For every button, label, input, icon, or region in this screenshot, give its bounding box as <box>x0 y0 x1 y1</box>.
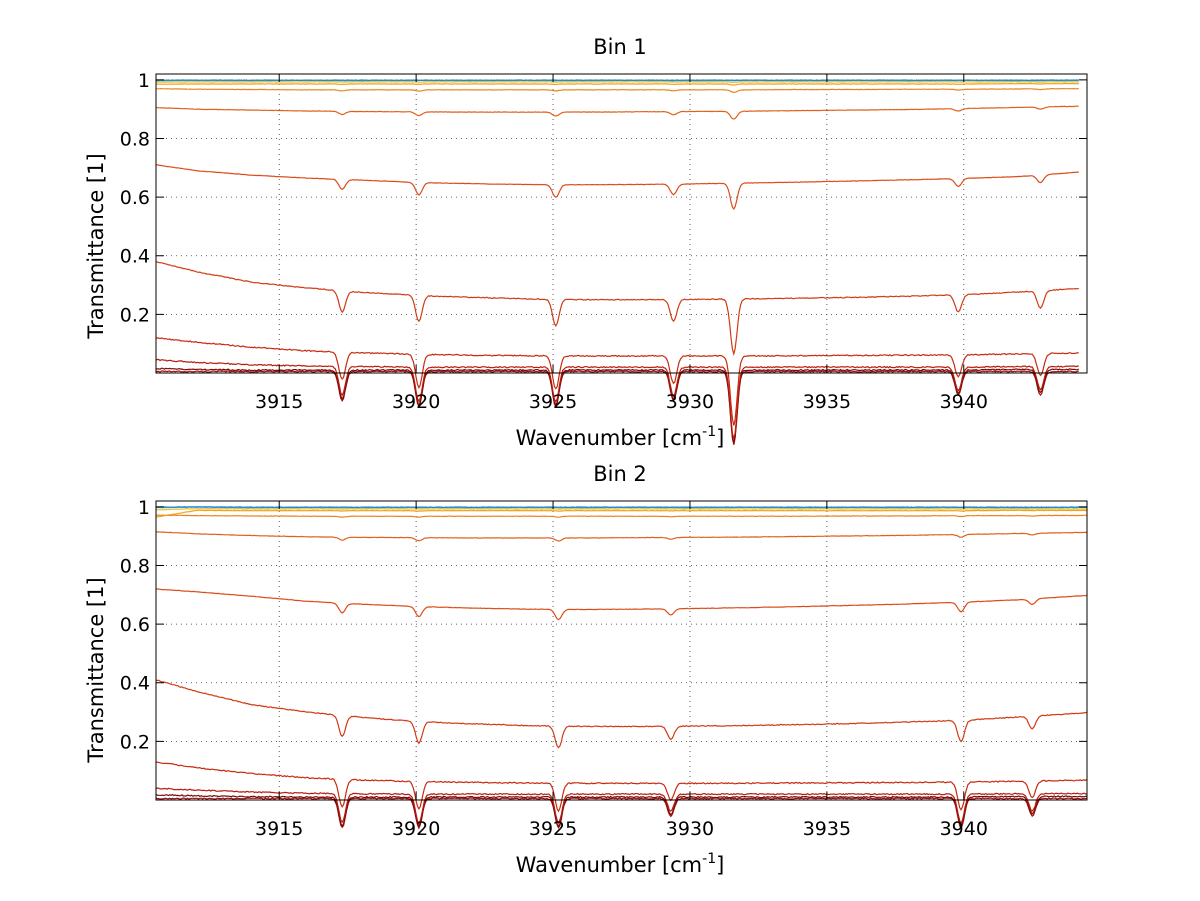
series-line <box>155 514 1087 518</box>
x-tick-label: 3940 <box>940 391 988 413</box>
x-axis-label-text: Wavenumber [cm <box>516 426 702 450</box>
axes-frame <box>155 73 1088 374</box>
y-tick-label: 0.4 <box>120 246 150 268</box>
y-axis-label: Transmittance [1] <box>84 153 108 339</box>
series-line <box>155 370 1079 445</box>
x-tick-group: 3915 3920 3925 3930 3935 3940 <box>255 501 988 840</box>
y-tick-label: 0.6 <box>120 614 150 636</box>
y-tick-label: 0.2 <box>120 304 150 326</box>
series-line <box>156 507 1088 511</box>
x-axis-label-suffix: ] <box>716 853 724 877</box>
x-tick-label: 3940 <box>940 818 988 840</box>
x-axis-label-superscript: -1 <box>702 424 716 440</box>
x-tick-label: 3925 <box>529 391 577 413</box>
series-line <box>156 81 1079 84</box>
x-tick-label: 3915 <box>255 391 303 413</box>
y-tick-label: 0.6 <box>120 187 150 209</box>
y-tick-label: 0.2 <box>120 731 150 753</box>
y-axis-label: Transmittance [1] <box>84 577 108 763</box>
y-tick-label: 0.8 <box>120 128 150 150</box>
series-line <box>155 337 1079 426</box>
x-axis-label-superscript: -1 <box>702 851 716 867</box>
y-tick-label: 0.4 <box>120 673 150 695</box>
x-tick-label: 3920 <box>392 818 440 840</box>
subplot-bin-1: Bin 1 3915 3920 3925 3930 3935 3940 0.2 0.4 0.6… <box>84 35 1088 450</box>
series-line <box>155 367 1080 443</box>
series-line <box>155 793 1088 828</box>
series-group <box>155 506 1088 830</box>
y-tick-group: 0.2 0.4 0.6 0.8 1 <box>120 70 1087 326</box>
y-tick-label: 1 <box>138 497 150 519</box>
subplot-bin-2: Bin 2 3915 3920 3925 3930 3935 3940 0.2 0.4 0.6… <box>84 462 1088 877</box>
series-line <box>155 761 1088 813</box>
x-tick-label: 3925 <box>529 818 577 840</box>
y-tick-group: 0.2 0.4 0.6 0.8 1 <box>120 497 1087 753</box>
series-line <box>156 105 1079 120</box>
y-tick-label: 1 <box>138 70 150 92</box>
x-axis-label: Wavenumber [cm-1] <box>516 424 725 450</box>
series-line <box>155 87 1079 94</box>
series-line <box>155 358 1079 439</box>
series-line <box>155 679 1087 749</box>
series-group <box>155 79 1080 445</box>
x-tick-group: 3915 3920 3925 3930 3935 3940 <box>255 74 988 413</box>
y-tick-label: 0.8 <box>120 555 150 577</box>
axes-frame <box>155 500 1088 801</box>
x-axis-label-text: Wavenumber [cm <box>516 853 702 877</box>
series-line <box>155 787 1088 825</box>
subplot-title: Bin 2 <box>593 462 647 486</box>
series-line <box>156 588 1088 621</box>
subplot-title: Bin 1 <box>593 35 647 59</box>
x-axis-label: Wavenumber [cm-1] <box>516 851 725 877</box>
series-line <box>155 261 1079 357</box>
x-tick-label: 3920 <box>392 391 440 413</box>
series-line <box>156 506 1088 509</box>
x-tick-label: 3915 <box>255 818 303 840</box>
series-line <box>155 797 1088 830</box>
series-line <box>155 82 1079 86</box>
x-axis-label-suffix: ] <box>716 426 724 450</box>
x-tick-label: 3935 <box>803 391 851 413</box>
series-line <box>155 509 1088 518</box>
series-line <box>156 531 1088 542</box>
series-line <box>156 164 1079 211</box>
x-tick-label: 3930 <box>666 818 714 840</box>
x-tick-label: 3930 <box>666 391 714 413</box>
x-tick-label: 3935 <box>803 818 851 840</box>
